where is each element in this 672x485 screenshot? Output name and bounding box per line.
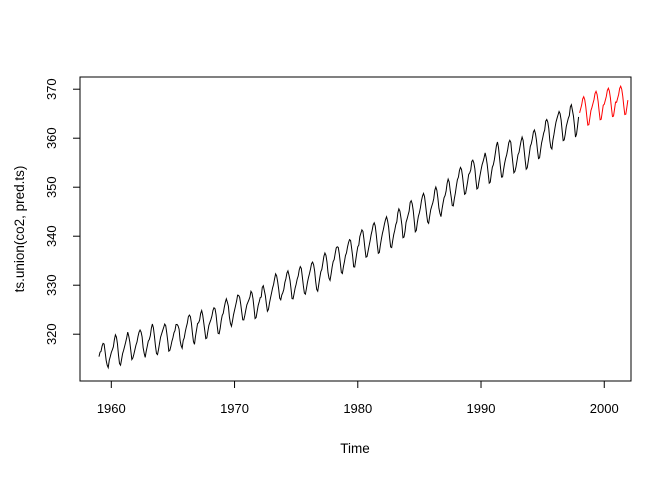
y-tick-label: 350 (44, 176, 59, 198)
y-tick-label: 360 (44, 127, 59, 149)
y-axis-title: ts.union(co2, pred.ts) (12, 166, 27, 293)
x-tick-label: 1980 (343, 401, 372, 416)
series-co2-line (98, 103, 580, 370)
y-tick-label: 320 (44, 323, 59, 345)
y-axis: 320 330 340 350 360 370 (44, 78, 80, 345)
x-axis-title: Time (340, 441, 370, 456)
plot-box (79, 76, 632, 382)
x-tick-label: 2000 (590, 401, 619, 416)
x-tick-label: 1970 (220, 401, 249, 416)
y-tick-label: 370 (44, 78, 59, 100)
x-tick-label: 1960 (97, 401, 126, 416)
y-tick-label: 340 (44, 225, 59, 247)
x-tick-label: 1990 (467, 401, 496, 416)
y-tick-label: 330 (44, 274, 59, 296)
x-axis: 1960 1970 1980 1990 2000 (97, 381, 619, 416)
series-group (98, 84, 629, 370)
series-pred-ts-line (579, 84, 629, 126)
